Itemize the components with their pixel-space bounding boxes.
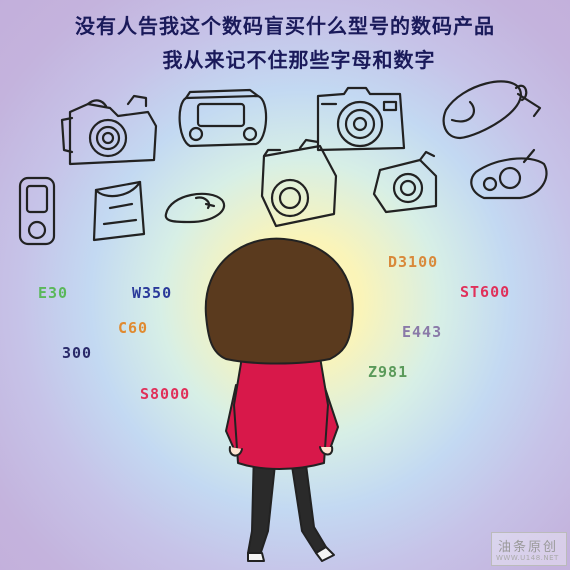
left-shoe (247, 552, 265, 562)
code-s8000: S8000 (140, 385, 191, 403)
title-line-1: 没有人告我这个数码盲买什么型号的数码产品 (75, 14, 495, 38)
sweater (233, 350, 329, 470)
left-hand (228, 446, 243, 457)
code-z981: Z981 (368, 363, 409, 381)
code-300: 300 (62, 344, 93, 362)
dslr-camera-icon (60, 94, 158, 166)
code-e443: E443 (402, 323, 443, 341)
right-shoe (315, 546, 335, 562)
right-hand (319, 446, 334, 456)
game-console-icon (178, 88, 268, 148)
mp3-player-icon (18, 176, 56, 246)
gadget-doodles (18, 80, 548, 246)
camera-far-right-icon (470, 148, 548, 200)
code-w350: W350 (132, 284, 173, 302)
compact-camera-icon (316, 86, 406, 152)
code-st600: ST600 (460, 283, 511, 301)
bag-icon (92, 180, 146, 242)
girl-figure (204, 237, 354, 562)
mouse-icon (442, 80, 542, 140)
watermark-text: 油条原创 (498, 540, 559, 555)
watermark-url: WWW.U148.NET (496, 554, 559, 562)
code-e30: E30 (38, 284, 69, 302)
title-line-2: 我从来记不住那些字母和数字 (162, 48, 436, 72)
hair (204, 237, 354, 365)
watermark: 油条原创 WWW.U148.NET (491, 532, 567, 566)
code-d3100: D3100 (388, 253, 439, 271)
camera-right-icon (372, 150, 438, 214)
code-c60: C60 (118, 319, 149, 337)
tilted-camera-icon (260, 138, 338, 228)
small-mouse-icon (164, 192, 226, 224)
